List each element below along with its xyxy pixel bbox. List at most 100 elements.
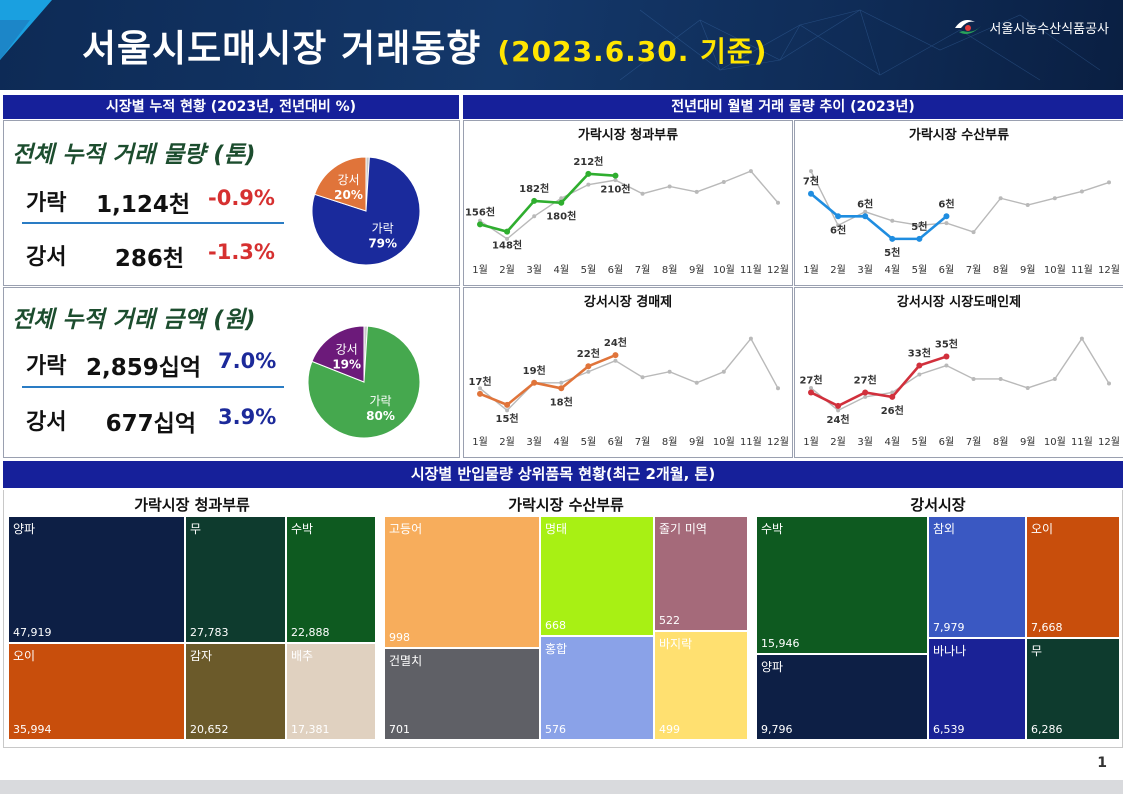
amount-label: 전체 누적 거래 금액 (원) — [12, 307, 256, 333]
treemap-title-garak-seafood: 가락시장 수산부류 — [508, 496, 624, 514]
treemap-cell-name: 수박 — [761, 522, 784, 536]
data-label: 212천 — [573, 155, 603, 168]
x-tick-label: 9월 — [1020, 264, 1036, 276]
prior-year-point — [776, 386, 780, 391]
prior-year-point — [505, 236, 510, 241]
data-label: 27천 — [854, 373, 877, 386]
x-tick-label: 3월 — [857, 264, 873, 276]
current-year-point — [531, 197, 538, 204]
pie-slice-label: 가락 — [372, 222, 394, 236]
current-year-point — [558, 385, 565, 392]
data-label: 35천 — [935, 338, 958, 351]
current-year-point — [612, 352, 619, 359]
x-tick-label: 12월 — [767, 436, 789, 448]
page-title-text: 서울시도매시장 거래동향 — [82, 27, 482, 70]
volume-row-garak-change: -0.9% — [208, 186, 275, 210]
x-tick-label: 9월 — [1020, 436, 1036, 448]
treemap-cell-name: 바나나 — [933, 644, 967, 658]
data-label: 17천 — [468, 375, 491, 388]
data-label: 22천 — [577, 347, 600, 360]
data-label: 180천 — [546, 210, 576, 223]
line-chart-garak-seafood: 7천 6천 6천 5천 5천 6천 1월 2월 3월 4월 5월 6월 7월 8월 9월 10월 11월 12월 — [803, 169, 1120, 276]
prior-year-point — [559, 196, 564, 201]
prior-year-point — [640, 375, 645, 380]
data-label: 24천 — [827, 413, 850, 426]
x-tick-label: 6월 — [608, 436, 624, 448]
treemap-cell-value: 7,979 — [933, 621, 965, 634]
treemap-cell-value: 27,783 — [190, 626, 229, 639]
treemap-gangseo: 수박 15,946 참외 7,979 오이 7,668 양파 9,796 바나나 6,53… — [756, 516, 1120, 740]
x-tick-label: 5월 — [912, 264, 928, 276]
volume-row-garak-name: 가락 — [26, 191, 67, 216]
treemap-cell: 수박 22,888 — [286, 516, 376, 643]
treemap-cell-value: 9,796 — [761, 723, 793, 736]
amount-row-garak-value: 2,859십억 — [86, 355, 202, 381]
amount-row-garak-change: 7.0% — [218, 349, 277, 373]
x-tick-label: 7월 — [966, 264, 982, 276]
chart-title-garak-produce: 가락시장 청과부류 — [577, 128, 679, 143]
data-label: 7천 — [803, 175, 819, 188]
treemap-cell-value: 499 — [659, 723, 680, 736]
x-tick-label: 7월 — [966, 436, 982, 448]
page-title: 서울시도매시장 거래동향 (2023.6.30. 기준) — [82, 18, 767, 72]
treemap-cell-name: 양파 — [761, 660, 784, 674]
current-year-line — [479, 353, 616, 407]
title-banner: 서울시도매시장 거래동향 (2023.6.30. 기준) 서울시농수산식품공사 — [0, 0, 1123, 90]
treemap-cell-name: 명태 — [545, 522, 568, 536]
prior-year-point — [694, 189, 699, 194]
x-tick-label: 10월 — [713, 436, 735, 448]
data-label: 6천 — [857, 197, 873, 210]
x-tick-label: 5월 — [912, 436, 928, 448]
org-logo-icon — [955, 20, 982, 34]
prior-year-point — [890, 218, 895, 223]
treemap-title-garak-produce: 가락시장 청과부류 — [134, 496, 250, 514]
treemap-cell-name: 참외 — [933, 522, 956, 536]
current-year-line — [479, 172, 616, 234]
prior-year-point — [478, 386, 482, 391]
org-logo: 서울시농수산식품공사 — [953, 16, 1109, 38]
treemap-cell: 양파 9,796 — [756, 654, 928, 740]
treemap-cell-name: 무 — [1031, 644, 1043, 658]
x-tick-label: 2월 — [499, 436, 515, 448]
amount-row-gangseo-name: 강서 — [26, 410, 67, 435]
prior-year-point — [748, 336, 753, 341]
treemap-cell-value: 668 — [545, 619, 566, 632]
x-tick-label: 6월 — [608, 264, 624, 276]
treemap-cell: 홍합 576 — [540, 636, 654, 740]
prior-year-point — [998, 196, 1003, 201]
pie-slice-pct: 80% — [366, 409, 395, 423]
data-label: 15천 — [496, 412, 519, 425]
x-tick-label: 2월 — [830, 264, 846, 276]
x-tick-label: 6월 — [939, 436, 955, 448]
data-label: 26천 — [881, 404, 904, 417]
treemap-cell-value: 6,539 — [933, 723, 965, 736]
treemap-garak-seafood: 고등어 998 명태 668 줄기 미역 522 건멸치 701 홍합 576 바지락 49… — [384, 516, 748, 740]
x-tick-label: 3월 — [857, 436, 873, 448]
treemap-cell-value: 576 — [545, 723, 566, 736]
pie-slice-label: 가락 — [369, 394, 391, 408]
amount-row-gangseo-change: 3.9% — [218, 405, 277, 429]
prior-year-point — [667, 369, 672, 374]
banner-pattern — [619, 9, 1101, 81]
x-tick-label: 9월 — [689, 436, 705, 448]
data-label: 6천 — [938, 197, 954, 210]
x-tick-label: 12월 — [767, 264, 789, 276]
current-year-point — [835, 402, 842, 409]
line-chart-gangseo-wholesaler: 27천 24천 27천 26천 33천 35천 1월 2월 3월 4월 5월 6월 7월 8월 9월 10월 1… — [799, 336, 1120, 448]
treemap-cell-name: 무 — [190, 522, 202, 536]
prior-year-point — [809, 385, 813, 390]
x-tick-label: 4월 — [553, 264, 569, 276]
treemap-cell-value: 522 — [659, 614, 680, 627]
banner-accent-2 — [0, 20, 30, 60]
treemap-cell: 무 6,286 — [1026, 638, 1120, 740]
chart-panel-garak-produce: 가락시장 청과부류 156천 148천 182천 180천 212천 210천 1월 2월 3월… — [463, 120, 793, 286]
current-year-point — [943, 353, 950, 360]
amount-row-garak-name: 가락 — [26, 354, 67, 379]
x-tick-label: 12월 — [1098, 264, 1120, 276]
prior-year-point — [586, 369, 591, 374]
volume-row-gangseo-value: 286천 — [114, 246, 184, 272]
chart-panel-gangseo-wholesaler: 강서시장 시장도매인제 27천 24천 27천 26천 33천 35천 1월 2월 3월 4월 5월… — [794, 287, 1123, 458]
x-tick-label: 3월 — [526, 436, 542, 448]
treemap-cell-value: 6,286 — [1031, 723, 1063, 736]
prior-year-line — [479, 170, 779, 240]
